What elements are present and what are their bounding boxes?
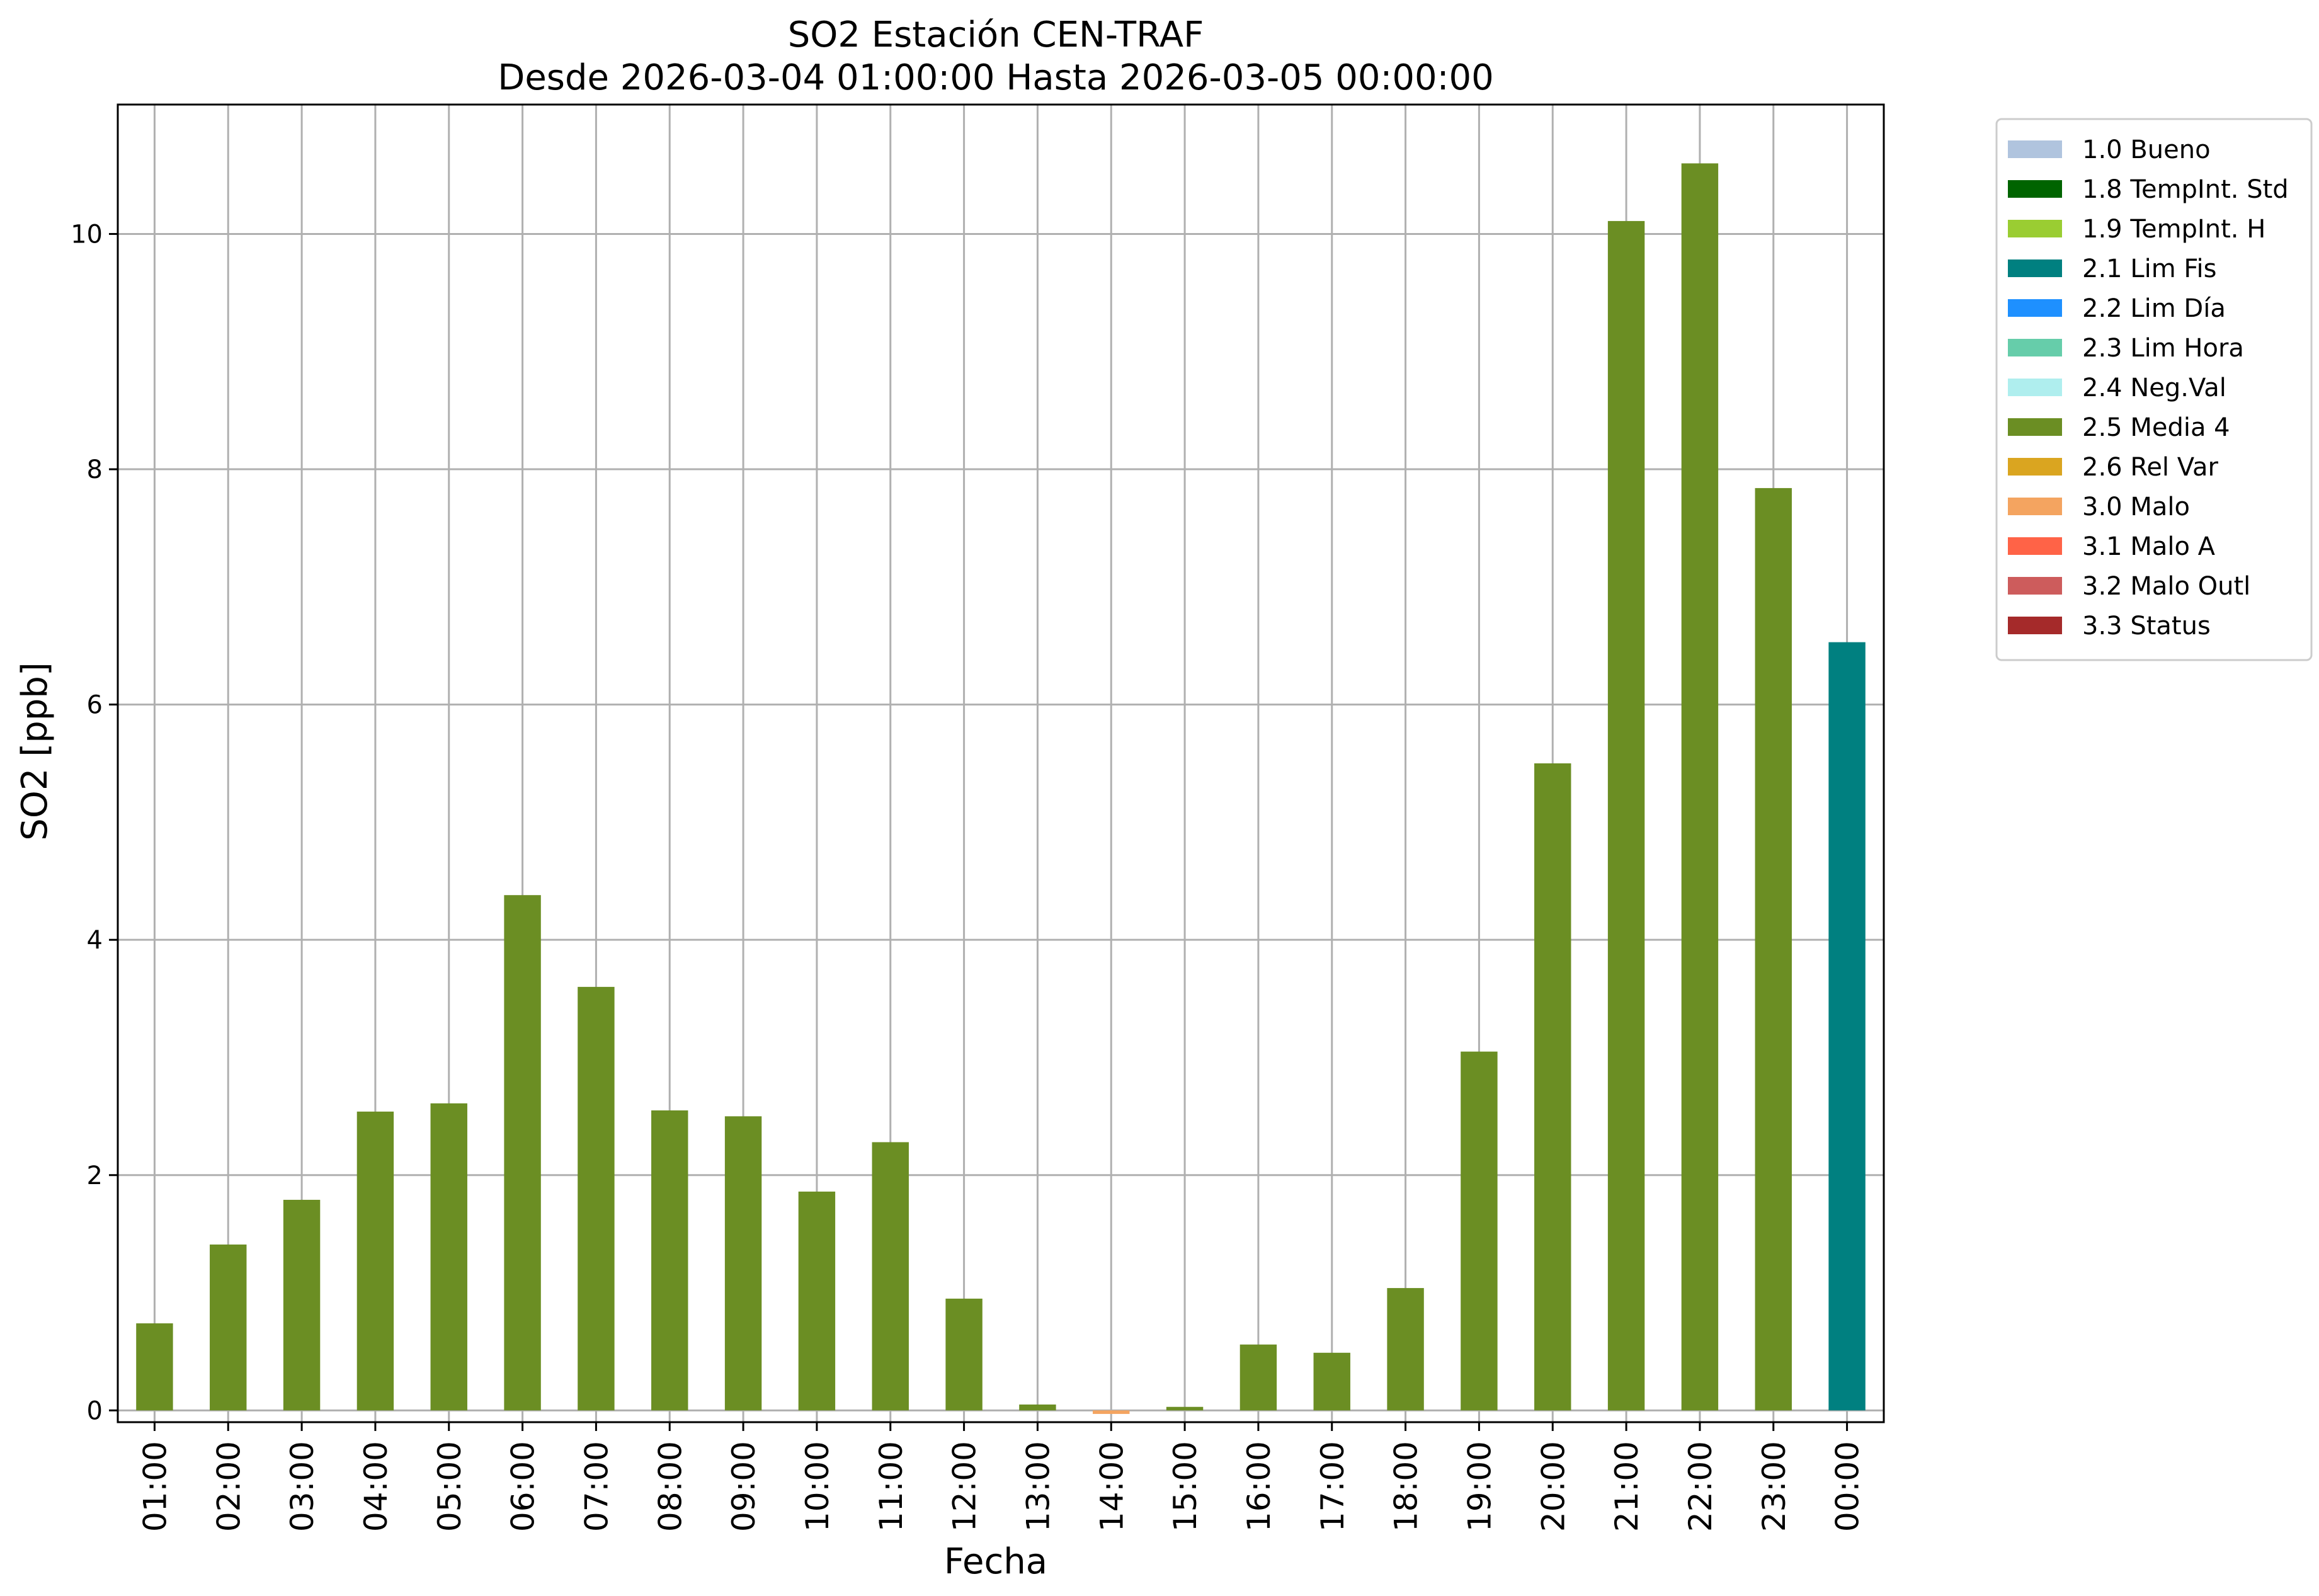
bar-2200 — [1681, 163, 1719, 1411]
x-tick-label: 11:00 — [873, 1441, 909, 1532]
x-tick-label: 06:00 — [505, 1441, 542, 1532]
bar-1700 — [1313, 1352, 1350, 1411]
legend-swatch — [2008, 299, 2062, 317]
bars — [136, 163, 1866, 1414]
legend-label: 2.1 Lim Fis — [2082, 254, 2216, 283]
x-tick-label: 07:00 — [578, 1441, 615, 1532]
x-tick-label: 23:00 — [1756, 1441, 1792, 1532]
x-tick-label: 01:00 — [137, 1441, 173, 1532]
x-tick-label: 21:00 — [1609, 1441, 1645, 1532]
x-tick-label: 17:00 — [1314, 1441, 1351, 1532]
bar-0300 — [283, 1199, 321, 1411]
bar-0000 — [1828, 642, 1866, 1411]
bar-0500 — [430, 1103, 467, 1411]
legend-swatch — [2008, 140, 2062, 158]
legend-label: 2.2 Lim Día — [2082, 294, 2226, 323]
x-axis-ticks: 01:00 02:00 03:00 04:00 05:00 06:00 07:00 08:00… — [137, 1422, 1866, 1532]
bar-1200 — [945, 1298, 983, 1411]
legend-swatch — [2008, 577, 2062, 595]
bar-0100 — [136, 1323, 173, 1411]
legend-swatch — [2008, 339, 2062, 356]
chart-title: SO2 Estación CEN-TRAF — [788, 14, 1204, 55]
legend-frame — [1995, 118, 2313, 661]
legend-swatch — [2008, 379, 2062, 396]
x-tick-label: 13:00 — [1020, 1441, 1056, 1532]
legend-label: 2.6 Rel Var — [2082, 453, 2219, 482]
bar-1900 — [1461, 1051, 1498, 1411]
legend-label: 2.5 Media 4 — [2082, 413, 2230, 442]
x-tick-label: 14:00 — [1093, 1441, 1130, 1532]
legend-label: 2.3 Lim Hora — [2082, 334, 2244, 363]
y-tick-label: 0 — [87, 1396, 103, 1425]
x-tick-label: 04:00 — [358, 1441, 394, 1532]
x-tick-label: 19:00 — [1461, 1441, 1498, 1532]
chart-subtitle: Desde 2026-03-04 01:00:00 Hasta 2026-03-… — [498, 57, 1494, 98]
x-tick-label: 09:00 — [726, 1441, 762, 1532]
legend-swatch — [2008, 458, 2062, 476]
bar-1300 — [1019, 1404, 1056, 1411]
y-tick-label: 10 — [71, 220, 103, 249]
bar-2100 — [1607, 220, 1645, 1411]
bar-0700 — [578, 986, 615, 1411]
x-tick-label: 12:00 — [947, 1441, 983, 1532]
bar-1100 — [872, 1142, 909, 1411]
legend-swatch — [2008, 180, 2062, 198]
legend-label: 3.1 Malo A — [2082, 532, 2216, 561]
x-tick-label: 02:00 — [210, 1441, 247, 1532]
y-axis-label: SO2 [ppb] — [14, 662, 55, 840]
bar-1400 — [1093, 1410, 1130, 1414]
legend: 1.0 Bueno 1.8 TempInt. Std 1.9 TempInt. H 2… — [1995, 118, 2313, 661]
y-tick-label: 2 — [87, 1161, 103, 1190]
bar-0600 — [504, 895, 541, 1411]
x-tick-label: 18:00 — [1388, 1441, 1425, 1532]
bar-1600 — [1239, 1344, 1277, 1411]
plot-frame — [117, 103, 1885, 1423]
bar-1800 — [1387, 1288, 1424, 1411]
y-tick-label: 8 — [87, 455, 103, 484]
x-axis-label: Fecha — [944, 1541, 1047, 1582]
x-tick-label: 22:00 — [1682, 1441, 1719, 1532]
x-tick-label: 20:00 — [1535, 1441, 1571, 1532]
y-tick-label: 6 — [87, 691, 103, 720]
x-tick-label: 00:00 — [1830, 1441, 1866, 1532]
legend-swatch — [2008, 498, 2062, 515]
x-tick-label: 05:00 — [431, 1441, 468, 1532]
x-tick-label: 10:00 — [799, 1441, 836, 1532]
legend-swatch — [2008, 537, 2062, 555]
legend-swatch — [2008, 220, 2062, 237]
legend-label: 3.3 Status — [2082, 612, 2211, 641]
bar-0200 — [210, 1244, 247, 1411]
x-tick-label: 15:00 — [1167, 1441, 1204, 1532]
bar-0900 — [724, 1116, 762, 1411]
bar-2300 — [1755, 487, 1792, 1411]
bar-0800 — [651, 1110, 688, 1411]
legend-label: 1.8 TempInt. Std — [2082, 175, 2289, 204]
legend-label: 1.9 TempInt. H — [2082, 215, 2265, 244]
y-tick-label: 4 — [87, 926, 103, 955]
legend-swatch — [2008, 617, 2062, 634]
bar-2000 — [1534, 763, 1571, 1411]
legend-swatch — [2008, 259, 2062, 277]
bar-0400 — [356, 1111, 394, 1411]
x-tick-label: 16:00 — [1241, 1441, 1277, 1532]
legend-label: 3.0 Malo — [2082, 493, 2190, 522]
legend-label: 2.4 Neg.Val — [2082, 373, 2226, 402]
x-tick-label: 03:00 — [284, 1441, 321, 1532]
bar-1000 — [798, 1191, 836, 1411]
x-tick-label: 08:00 — [652, 1441, 688, 1532]
legend-swatch — [2008, 418, 2062, 436]
bar-1500 — [1166, 1406, 1204, 1411]
legend-label: 3.2 Malo Outl — [2082, 572, 2250, 601]
legend-label: 1.0 Bueno — [2082, 135, 2211, 164]
y-axis-ticks: 0 2 4 6 8 10 — [71, 220, 118, 1425]
